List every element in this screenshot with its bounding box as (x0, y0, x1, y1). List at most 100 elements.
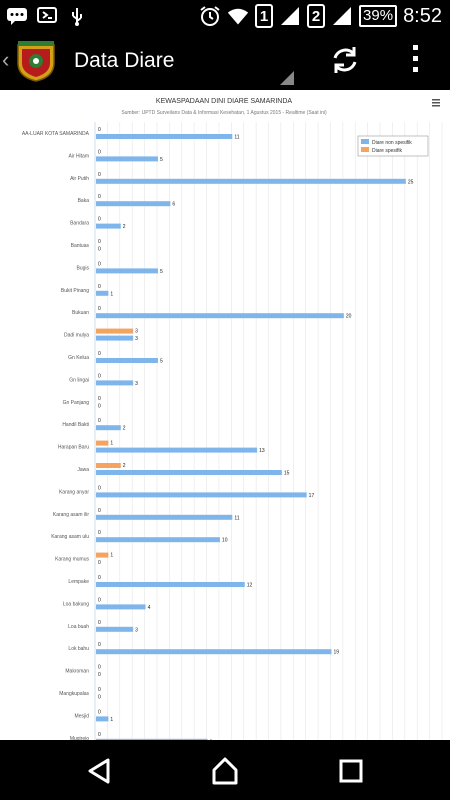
data-label-spesifik: 1 (110, 441, 113, 447)
bar-non-spesifik (96, 313, 344, 319)
data-label-non-spesifik: 2 (123, 426, 126, 432)
bar-non-spesifik (96, 738, 208, 740)
data-label-spesifik: 0 (98, 194, 101, 200)
data-label-spesifik: 0 (98, 687, 101, 693)
data-label-spesifik: 0 (98, 149, 101, 155)
bar-chart: KEWASPADAAN DINI DIARE SAMARINDA Sumber: … (22, 98, 443, 740)
data-label-non-spesifik: 1 (110, 291, 113, 297)
wifi-icon (227, 6, 249, 26)
data-label-spesifik: 0 (98, 620, 101, 626)
data-label-spesifik: 0 (98, 127, 101, 133)
category-label: Air Hitam (68, 153, 89, 159)
bar-non-spesifik (96, 716, 109, 722)
bar-non-spesifik (96, 649, 332, 655)
home-icon[interactable] (210, 756, 240, 786)
category-label: Jawa (77, 467, 89, 473)
overflow-menu-icon[interactable] (410, 45, 420, 77)
category-label: Mangkupalas (59, 691, 89, 697)
data-label-non-spesifik: 19 (333, 650, 339, 656)
app-logo-icon[interactable] (14, 39, 58, 83)
clock: 8:52 (403, 4, 442, 27)
data-label-non-spesifik: 3 (135, 627, 138, 633)
bar-non-spesifik (96, 626, 134, 632)
data-label-non-spesifik: 3 (135, 381, 138, 387)
bar-non-spesifik (96, 178, 406, 184)
data-label-non-spesifik: 3 (135, 336, 138, 342)
hamburger-icon[interactable] (432, 99, 440, 107)
data-label-spesifik: 0 (98, 351, 101, 357)
data-label-spesifik: 0 (98, 665, 101, 671)
back-triangle-icon[interactable] (84, 756, 114, 786)
data-label-spesifik: 0 (98, 709, 101, 715)
category-label: Karang anyar (59, 489, 89, 495)
data-label-non-spesifik: 0 (98, 247, 101, 253)
bar-non-spesifik (96, 335, 134, 341)
bar-non-spesifik (96, 201, 171, 207)
chart-container: KEWASPADAAN DINI DIARE SAMARINDA Sumber: … (0, 90, 450, 740)
data-label-spesifik: 1 (110, 553, 113, 559)
legend-label-spesifik: Diare spesifik (372, 148, 403, 154)
data-label-spesifik: 0 (98, 575, 101, 581)
alarm-icon (199, 6, 221, 26)
navigation-bar (0, 740, 450, 800)
legend-swatch-non-spesifik (361, 139, 369, 144)
bar-spesifik (96, 463, 121, 468)
data-label-non-spesifik: 0 (98, 695, 101, 701)
legend-box (357, 135, 429, 157)
bar-non-spesifik (96, 492, 307, 498)
category-label: Makroman (65, 669, 89, 675)
category-label: Baka (78, 198, 90, 204)
recents-icon[interactable] (336, 756, 366, 786)
data-label-spesifik: 0 (98, 396, 101, 402)
data-label-non-spesifik: 25 (408, 179, 414, 185)
category-label: Gn Panjang (63, 400, 90, 406)
category-label: Bantuas (71, 243, 90, 249)
data-label-spesifik: 0 (98, 306, 101, 312)
data-label-non-spesifik: 13 (259, 448, 265, 454)
battery-indicator: 39% (359, 5, 398, 27)
bar-non-spesifik (96, 268, 158, 274)
data-label-non-spesifik: 5 (160, 269, 163, 275)
data-label-non-spesifik: 20 (346, 314, 352, 320)
category-label: Gn Kelua (68, 355, 89, 361)
data-label-spesifik: 3 (135, 329, 138, 335)
bar-spesifik (96, 440, 109, 446)
category-label: Dadi mulya (64, 333, 89, 339)
messaging-icon (6, 6, 28, 26)
bar-non-spesifik (96, 514, 233, 520)
data-label-non-spesifik: 5 (160, 157, 163, 163)
legend-label-non-spesifik: Diare non spesifik (372, 140, 412, 146)
bar-non-spesifik (96, 156, 158, 162)
refresh-icon[interactable] (330, 45, 360, 75)
data-label-spesifik: 0 (98, 597, 101, 603)
category-label: Gn lingai (69, 377, 89, 383)
bar-spesifik (96, 552, 109, 558)
chart-title: KEWASPADAAN DINI DIARE SAMARINDA (156, 98, 292, 105)
chart-subtitle: Sumber: UPTD Surveilans Data & Informasi… (121, 110, 327, 116)
signal-icon (279, 6, 301, 26)
category-label: Harapan Baru (58, 445, 89, 451)
data-label-spesifik: 0 (98, 239, 101, 245)
data-label-non-spesifik: 11 (234, 515, 239, 521)
bar-non-spesifik (96, 290, 109, 296)
category-label: Mugirejo (70, 736, 89, 740)
bar-non-spesifik (96, 537, 220, 543)
legend-swatch-spesifik (361, 147, 369, 152)
data-label-spesifik: 0 (98, 284, 101, 290)
data-label-spesifik: 0 (98, 732, 101, 738)
usb-icon (66, 6, 88, 26)
category-label: Lempake (68, 579, 89, 585)
data-label-non-spesifik: 0 (98, 672, 101, 678)
data-label-spesifik: 0 (98, 418, 101, 424)
data-label-non-spesifik: 17 (309, 493, 315, 499)
category-label: AA-LUAR KOTA SAMARINDA (22, 131, 90, 137)
signal-icon-2 (331, 6, 353, 26)
category-label: Karang asam ulu (51, 534, 89, 540)
category-label: Bukuan (72, 310, 89, 316)
bar-non-spesifik (96, 380, 134, 386)
app-bar: ‹ Data Diare (0, 33, 450, 90)
bar-non-spesifik (96, 470, 282, 475)
status-bar: 1 2 39% 8:52 (0, 0, 450, 33)
back-chevron-icon[interactable]: ‹ (2, 47, 10, 72)
sim1-badge: 1 (255, 4, 274, 28)
